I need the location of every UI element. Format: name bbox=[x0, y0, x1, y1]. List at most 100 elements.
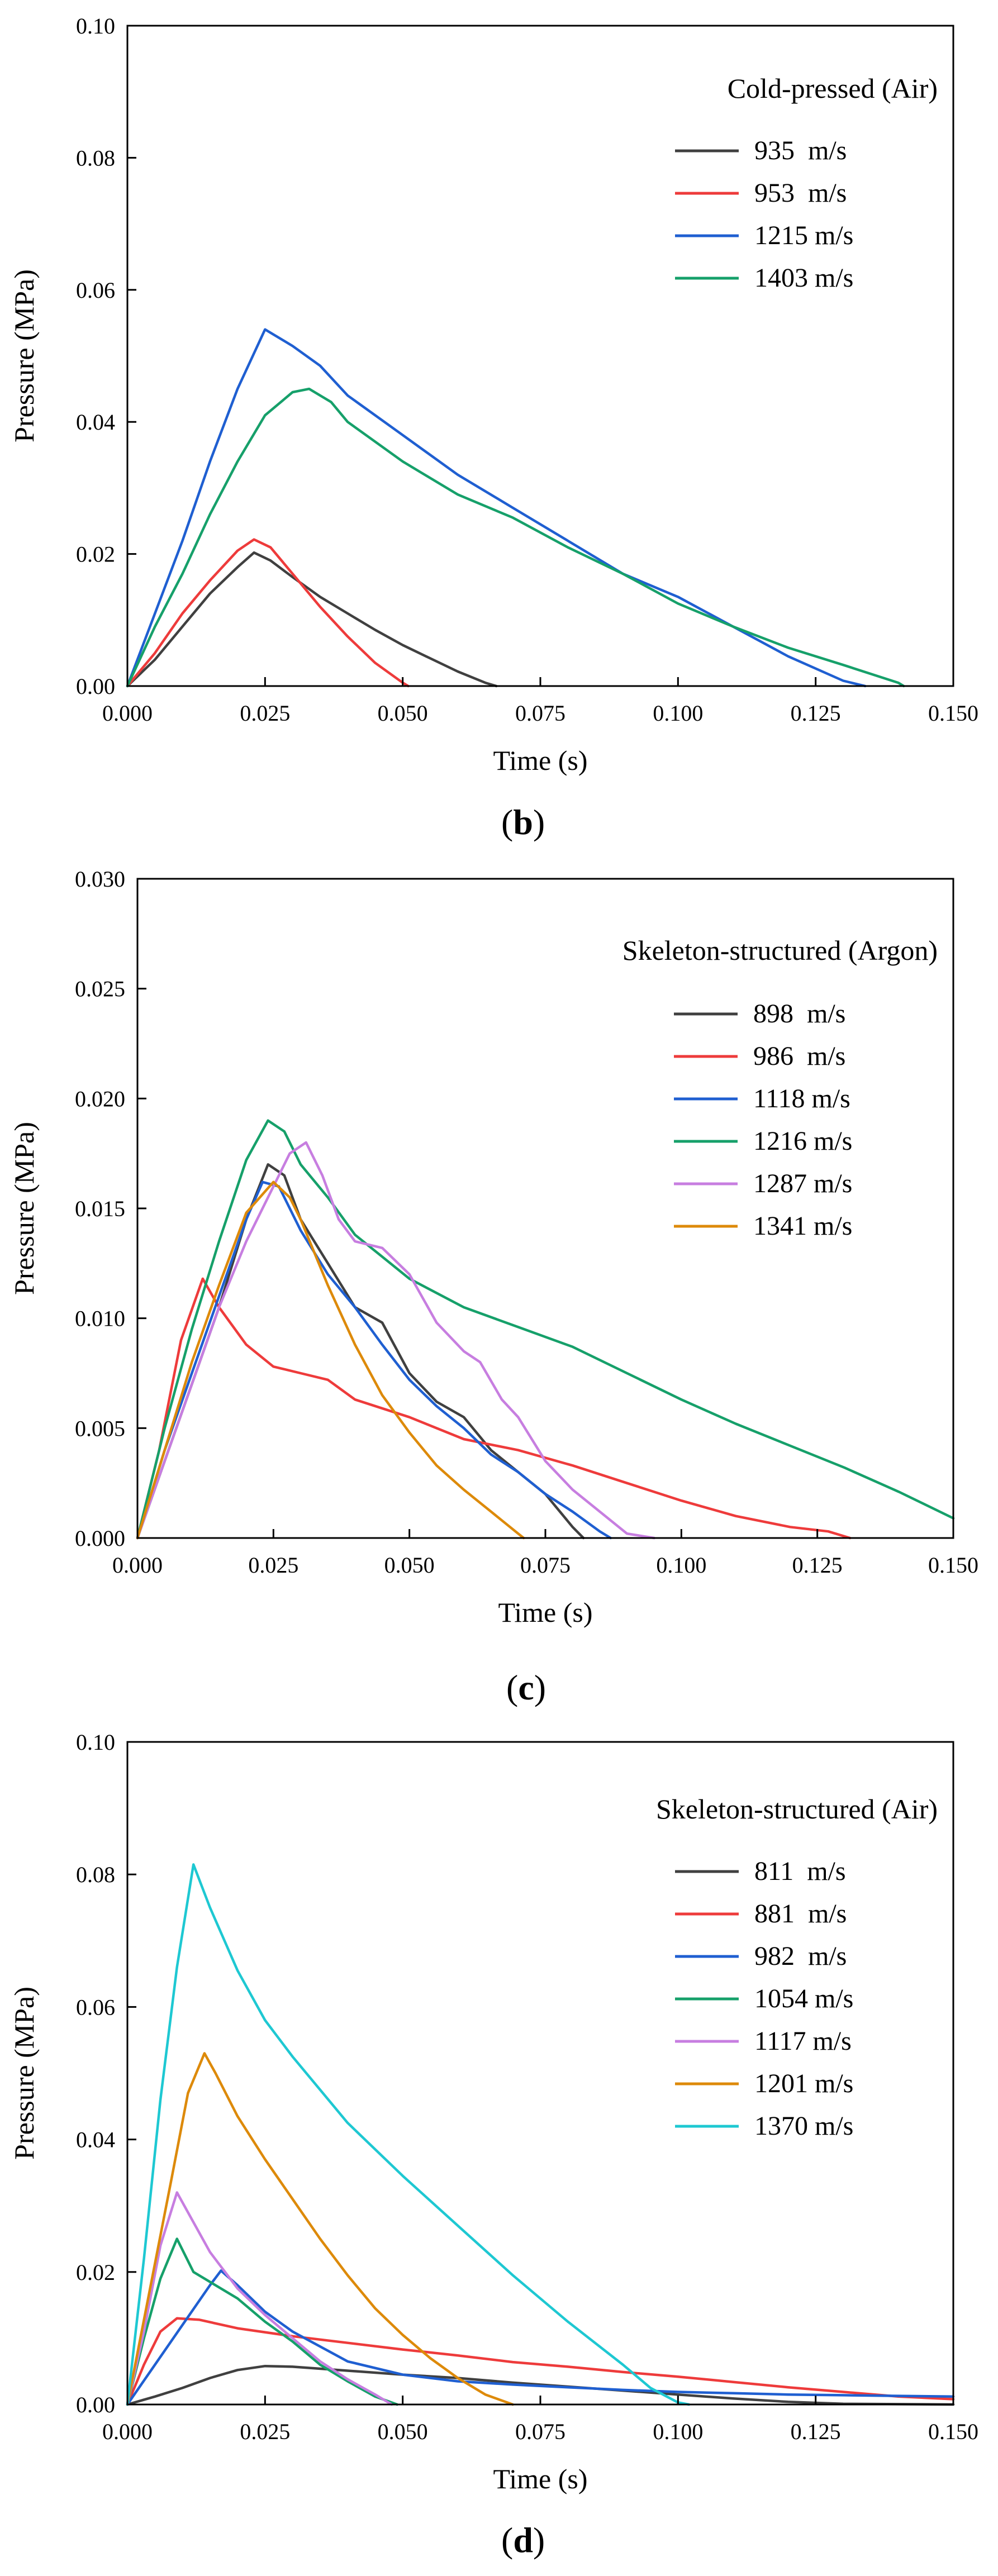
series-line-953-ms bbox=[126, 538, 410, 688]
x-tick-label: 0.075 bbox=[520, 1553, 571, 1578]
series-line-1054-ms bbox=[126, 2237, 399, 2406]
caption-letter: d bbox=[513, 2520, 533, 2560]
caption-paren: ( bbox=[506, 1668, 518, 1707]
legend-entry: 1054 m/s bbox=[754, 1984, 853, 2013]
y-tick-label: 0.025 bbox=[75, 977, 125, 1002]
caption-letter: b bbox=[513, 802, 533, 842]
legend-entry: 898 m/s bbox=[753, 999, 845, 1029]
series-line-881-ms bbox=[126, 2317, 955, 2406]
legend-entry: 935 m/s bbox=[754, 136, 847, 165]
x-tick-label: 0.050 bbox=[378, 2419, 428, 2444]
x-tick-label: 0.125 bbox=[791, 701, 841, 726]
legend-entry: 982 m/s bbox=[754, 1941, 847, 1971]
legend-entry: 811 m/s bbox=[754, 1856, 846, 1886]
x-axis-title: Time (s) bbox=[498, 1597, 592, 1628]
series-line-935-ms bbox=[126, 551, 498, 688]
x-tick-label: 0.100 bbox=[653, 2419, 703, 2444]
legend-entry: 1370 m/s bbox=[754, 2111, 853, 2141]
caption-letter: c bbox=[518, 1668, 534, 1707]
legend-entry: 1287 m/s bbox=[753, 1169, 852, 1198]
x-tick-label: 0.000 bbox=[112, 1553, 163, 1578]
caption-paren: ( bbox=[501, 2520, 513, 2560]
y-tick-label: 0.005 bbox=[75, 1416, 125, 1441]
x-tick-label: 0.125 bbox=[792, 1553, 843, 1578]
series-line-1341-ms bbox=[136, 1180, 525, 1540]
y-tick-label: 0.10 bbox=[76, 13, 115, 39]
series-line-1117-ms bbox=[126, 2191, 393, 2406]
y-tick-label: 0.030 bbox=[75, 866, 125, 892]
caption-paren: ) bbox=[533, 2520, 545, 2560]
panel-caption: (b) bbox=[501, 802, 545, 842]
x-tick-label: 0.075 bbox=[515, 701, 565, 726]
legend-entry: 953 m/s bbox=[754, 178, 847, 208]
panel-caption: (c) bbox=[506, 1668, 546, 1707]
series-line-1216-ms bbox=[136, 1119, 955, 1540]
series-lines bbox=[126, 1863, 955, 2406]
y-tick-label: 0.020 bbox=[75, 1086, 125, 1111]
y-axis-title: Pressure (MPa) bbox=[8, 269, 40, 442]
x-axis-title: Time (s) bbox=[493, 745, 587, 776]
panel-caption: (d) bbox=[501, 2520, 545, 2560]
x-tick-label: 0.075 bbox=[515, 2419, 565, 2444]
legend-entry: 1341 m/s bbox=[753, 1211, 852, 1241]
legend-entry: 881 m/s bbox=[754, 1899, 847, 1929]
y-tick-label: 0.06 bbox=[76, 278, 115, 303]
x-tick-label: 0.025 bbox=[240, 701, 290, 726]
caption-paren: ( bbox=[501, 802, 513, 842]
legend: Cold-pressed (Air) 935 m/s 953 m/s 1215 m/s… bbox=[675, 73, 938, 293]
y-tick-label: 0.04 bbox=[76, 2127, 115, 2153]
series-line-1370-ms bbox=[126, 1863, 691, 2406]
chart-panel-d: 0.000 0.025 0.050 0.075 0.100 0.125 0.150 0.00 0… bbox=[8, 1730, 978, 2560]
x-tick-label: 0.050 bbox=[378, 701, 428, 726]
legend-entry: 1117 m/s bbox=[754, 2026, 852, 2056]
x-tick-label: 0.025 bbox=[248, 1553, 298, 1578]
legend-title: Skeleton-structured (Air) bbox=[656, 1793, 938, 1825]
series-lines bbox=[136, 1119, 955, 1540]
y-tick-label: 0.000 bbox=[75, 1526, 125, 1551]
y-tick-label: 0.02 bbox=[76, 2260, 115, 2285]
series-line-811-ms bbox=[126, 2364, 955, 2406]
x-axis-title: Time (s) bbox=[493, 2463, 587, 2494]
series-line-1118-ms bbox=[136, 1180, 612, 1540]
caption-paren: ) bbox=[534, 1668, 546, 1707]
legend-title: Cold-pressed (Air) bbox=[728, 73, 938, 104]
y-tick-label: 0.04 bbox=[76, 410, 115, 435]
legend-entry: 1215 m/s bbox=[754, 221, 853, 250]
legend: Skeleton-structured (Argon) 898 m/s 986 m/… bbox=[622, 935, 938, 1241]
y-axis-title: Pressure (MPa) bbox=[8, 1987, 40, 2160]
legend-entry: 1403 m/s bbox=[754, 263, 853, 293]
y-tick-label: 0.06 bbox=[76, 1994, 115, 2020]
y-tick-label: 0.010 bbox=[75, 1306, 125, 1331]
series-lines bbox=[126, 328, 905, 688]
y-tick-label: 0.08 bbox=[76, 145, 115, 170]
y-tick-label: 0.08 bbox=[76, 1862, 115, 1887]
x-tick-label: 0.100 bbox=[656, 1553, 706, 1578]
y-tick-label: 0.00 bbox=[76, 2392, 115, 2417]
chart-panel-c: 0.000 0.025 0.050 0.075 0.100 0.125 0.150 0.000… bbox=[8, 866, 978, 1707]
legend-title: Skeleton-structured (Argon) bbox=[622, 935, 938, 966]
y-tick-label: 0.02 bbox=[76, 542, 115, 567]
y-axis-title: Pressure (MPa) bbox=[8, 1122, 40, 1295]
y-tick-label: 0.015 bbox=[75, 1196, 125, 1221]
x-tick-label: 0.150 bbox=[928, 701, 978, 726]
legend-entry: 1118 m/s bbox=[753, 1084, 850, 1113]
x-tick-label: 0.100 bbox=[653, 701, 703, 726]
series-line-1287-ms bbox=[136, 1141, 655, 1540]
caption-paren: ) bbox=[533, 802, 545, 842]
legend-entry: 1201 m/s bbox=[754, 2069, 853, 2098]
x-tick-label: 0.125 bbox=[791, 2419, 841, 2444]
legend-entry: 1216 m/s bbox=[753, 1126, 852, 1156]
x-tick-label: 0.050 bbox=[384, 1553, 435, 1578]
legend-entry: 986 m/s bbox=[753, 1041, 845, 1071]
series-line-1403-ms bbox=[126, 387, 905, 688]
x-tick-label: 0.150 bbox=[928, 2419, 978, 2444]
legend: Skeleton-structured (Air) 811 m/s 881 m/s 9… bbox=[656, 1793, 938, 2141]
x-tick-label: 0.000 bbox=[102, 2419, 153, 2444]
x-tick-label: 0.025 bbox=[240, 2419, 290, 2444]
y-tick-label: 0.10 bbox=[76, 1730, 115, 1755]
x-tick-label: 0.150 bbox=[928, 1553, 978, 1578]
chart-panel-b: 0.000 0.025 0.050 0.075 0.100 0.125 0.150 0.00 0… bbox=[8, 13, 978, 842]
y-tick-label: 0.00 bbox=[76, 674, 115, 699]
